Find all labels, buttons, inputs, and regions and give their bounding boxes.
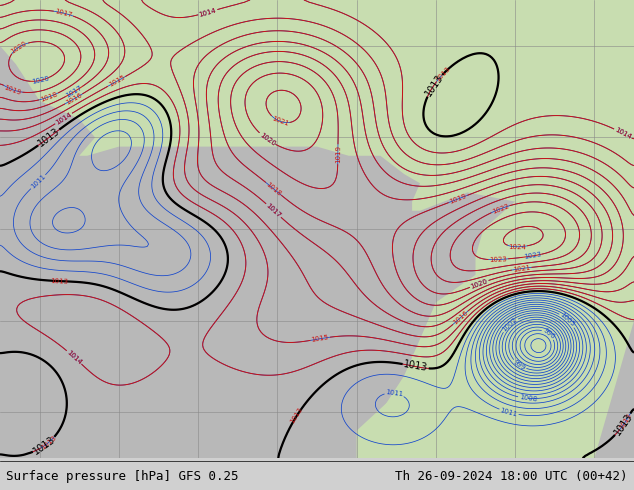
Text: Th 26-09-2024 18:00 UTC (00+42): Th 26-09-2024 18:00 UTC (00+42): [395, 470, 628, 483]
Text: 1013: 1013: [40, 434, 58, 450]
Text: 996: 996: [541, 327, 556, 341]
Text: 1023: 1023: [523, 251, 541, 260]
Text: 1002: 1002: [501, 317, 519, 333]
Text: 1017: 1017: [54, 8, 73, 18]
Text: 1018: 1018: [264, 181, 282, 197]
Polygon shape: [0, 0, 634, 458]
Text: 1013: 1013: [435, 65, 451, 82]
Text: 1013: 1013: [423, 72, 445, 98]
Text: 1021: 1021: [512, 264, 531, 273]
Text: 1015: 1015: [107, 74, 126, 88]
Text: 1008: 1008: [519, 394, 538, 403]
Text: 1021: 1021: [271, 115, 289, 127]
Text: 1014: 1014: [198, 7, 217, 18]
Polygon shape: [356, 394, 476, 458]
Text: 1020: 1020: [470, 278, 489, 290]
Text: Surface pressure [hPa] GFS 0.25: Surface pressure [hPa] GFS 0.25: [6, 470, 239, 483]
Text: 1013: 1013: [50, 278, 68, 285]
Text: 1013: 1013: [36, 126, 61, 149]
Text: 1014: 1014: [614, 127, 632, 140]
Text: 1020: 1020: [470, 278, 489, 290]
Text: 1016: 1016: [65, 92, 83, 106]
Text: 1016: 1016: [451, 310, 469, 326]
Text: 1017: 1017: [265, 202, 282, 219]
Text: 1013: 1013: [32, 435, 58, 457]
Text: 1011: 1011: [30, 173, 47, 190]
Text: 999: 999: [512, 359, 527, 371]
Text: 1019: 1019: [448, 193, 467, 205]
Text: 1019: 1019: [335, 145, 341, 163]
Text: 1011: 1011: [500, 407, 519, 417]
Text: 1020: 1020: [31, 75, 49, 85]
Text: 1013: 1013: [290, 407, 304, 425]
Text: 1017: 1017: [265, 202, 282, 219]
Text: 1020: 1020: [258, 131, 276, 147]
Text: 1023: 1023: [489, 256, 507, 263]
Text: 1014: 1014: [55, 111, 73, 126]
Text: 1024: 1024: [508, 244, 526, 250]
Text: 1015: 1015: [311, 334, 330, 343]
Text: 1014: 1014: [198, 7, 217, 18]
Text: 1020: 1020: [258, 131, 276, 147]
Text: 1014: 1014: [65, 349, 83, 366]
Text: 1011: 1011: [385, 389, 404, 397]
Text: 1014: 1014: [65, 349, 83, 366]
Text: 1014: 1014: [55, 111, 73, 126]
Text: 1018: 1018: [39, 91, 58, 103]
Text: 1014: 1014: [614, 127, 632, 140]
Text: 1022: 1022: [491, 203, 510, 215]
Text: 1013: 1013: [403, 360, 429, 373]
Text: 1019: 1019: [3, 84, 22, 96]
Text: 1013: 1013: [612, 412, 634, 438]
Text: 1013: 1013: [618, 412, 633, 431]
Text: 1017: 1017: [65, 84, 84, 99]
Text: 1020: 1020: [10, 40, 29, 54]
Text: 1005: 1005: [559, 312, 576, 328]
